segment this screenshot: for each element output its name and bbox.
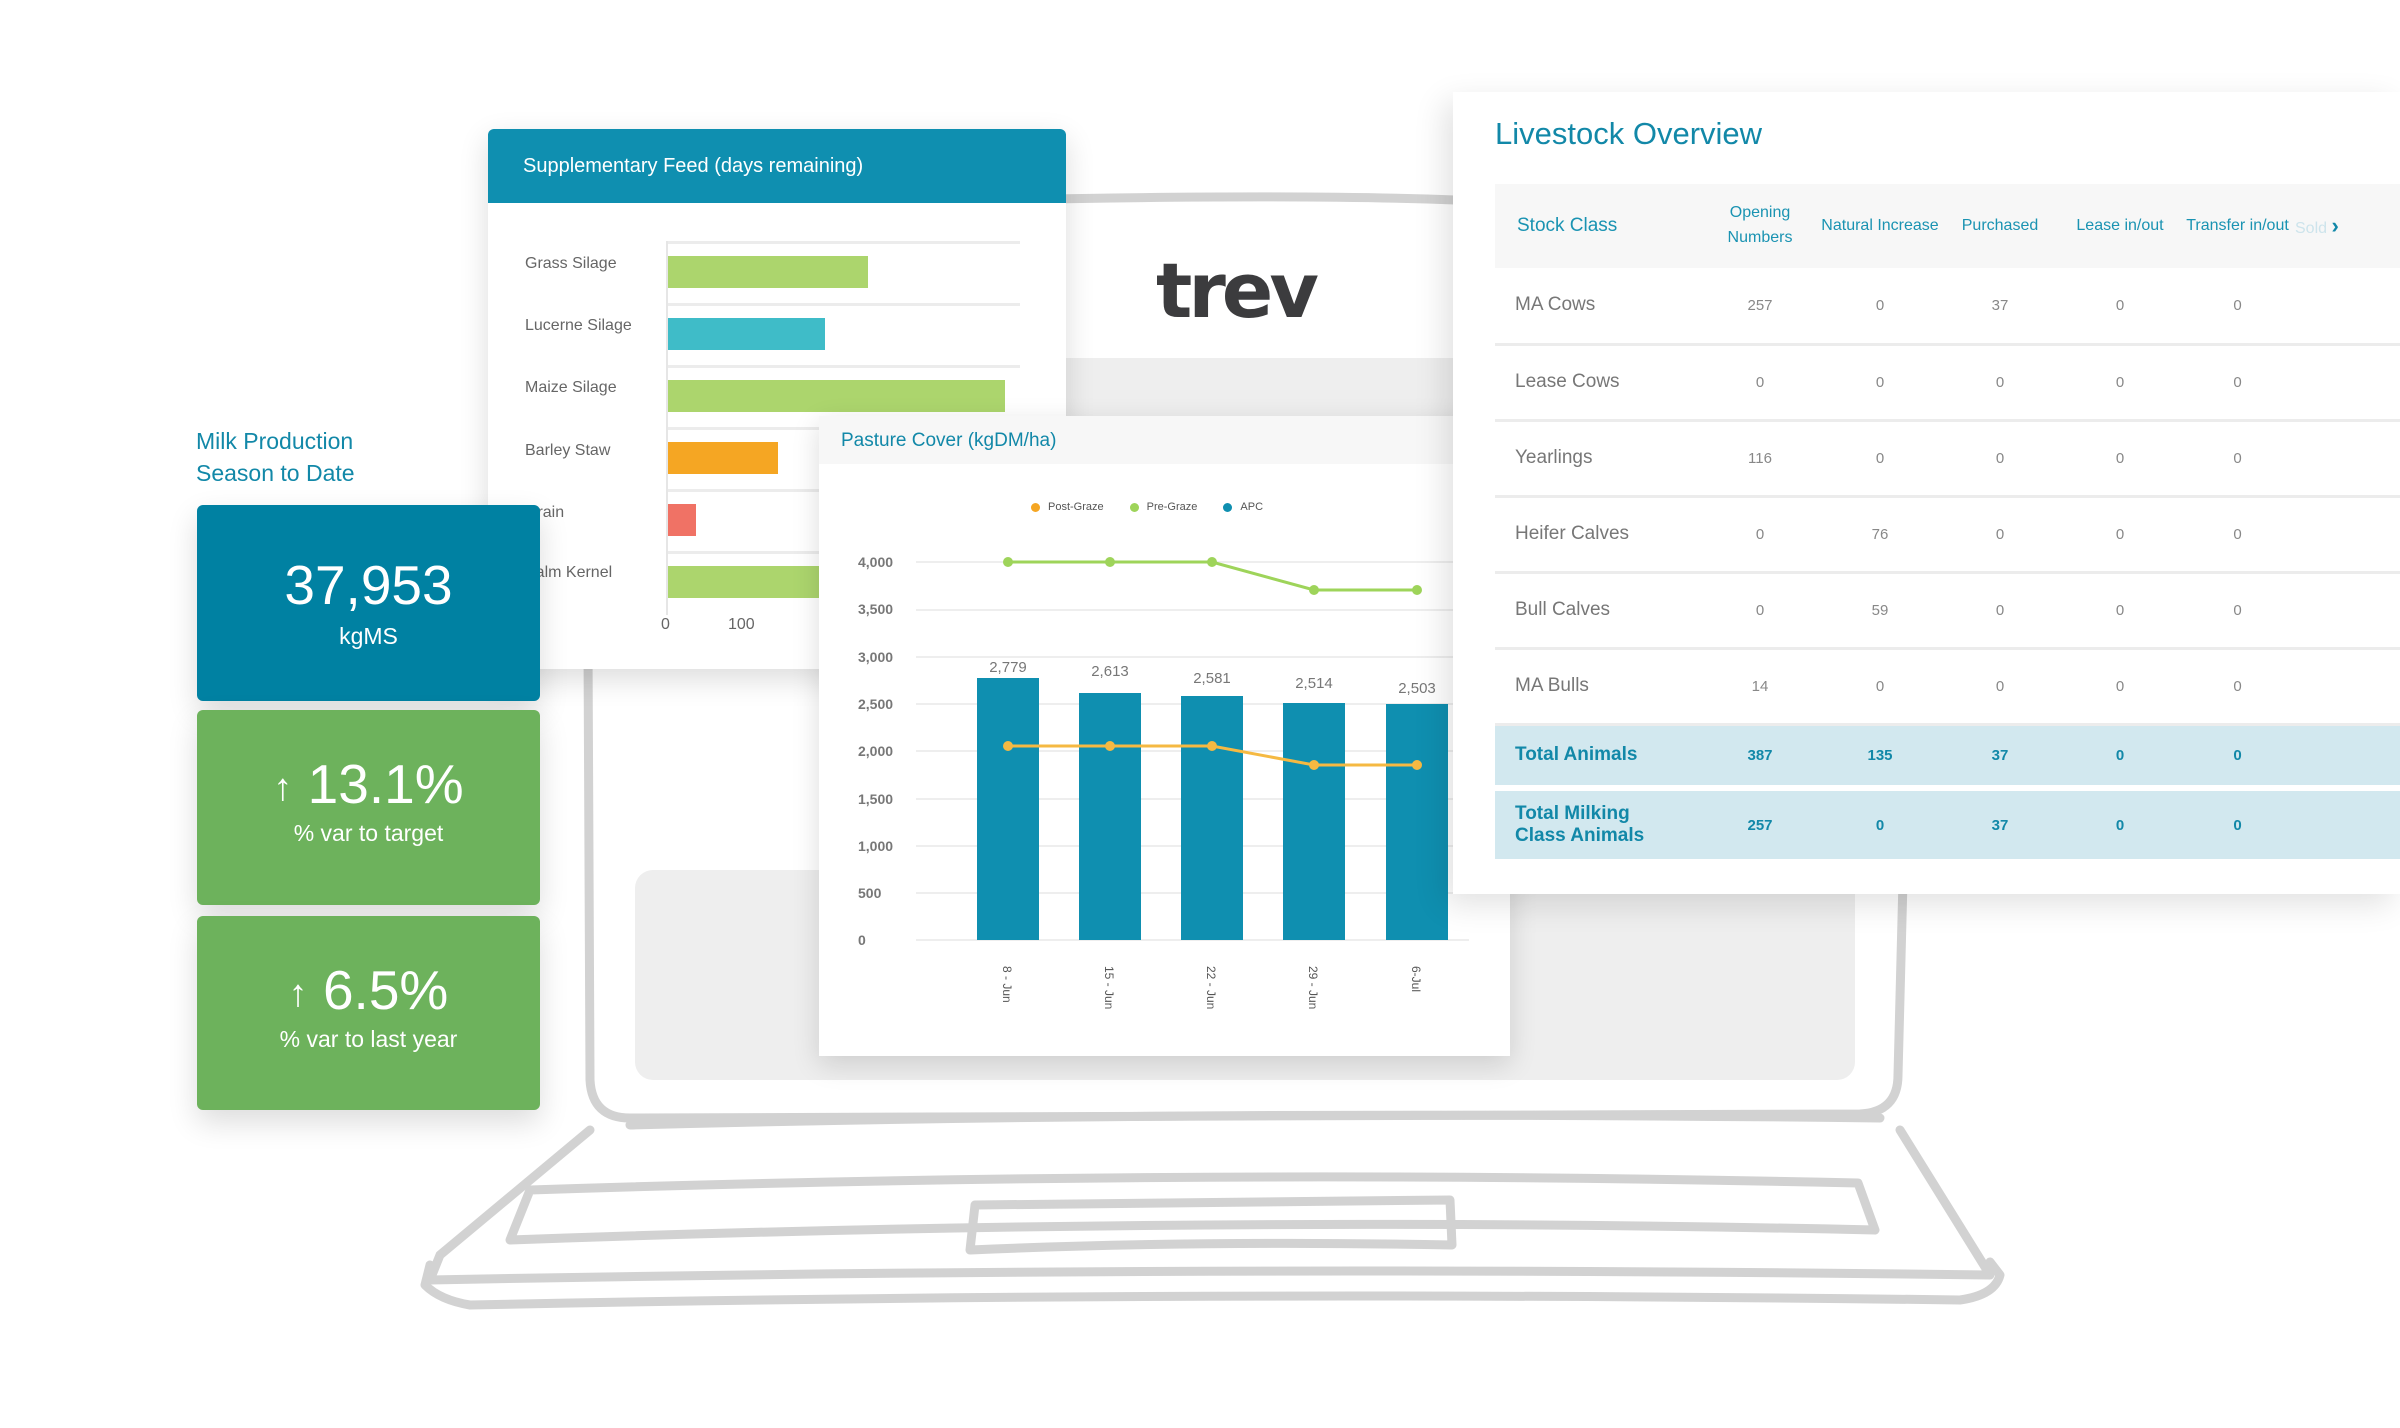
feed-bar[interactable] bbox=[668, 318, 825, 350]
apc-bar bbox=[977, 678, 1039, 940]
svg-text:3,500: 3,500 bbox=[858, 601, 893, 617]
svg-text:2,503: 2,503 bbox=[1398, 680, 1436, 697]
arrow-up-icon: ↑ bbox=[273, 766, 293, 809]
livestock-overview-card: Livestock Overview Stock Class Opening N… bbox=[1453, 92, 2400, 894]
col-opening-numbers[interactable]: Opening Numbers bbox=[1700, 184, 1820, 268]
screen-background bbox=[1066, 358, 1454, 416]
milk-total-card: 37,953 kgMS bbox=[197, 505, 540, 701]
feed-bar[interactable] bbox=[668, 504, 696, 536]
pasture-cover-title: Pasture Cover (kgDM/ha) bbox=[819, 416, 1510, 464]
livestock-title: Livestock Overview bbox=[1495, 116, 1763, 151]
total-row: Total Milking Class Animals 257 0 37 0 0 bbox=[1495, 788, 2400, 865]
svg-text:4,000: 4,000 bbox=[858, 554, 893, 570]
table-row: Heifer Calves 0 76 0 0 0 bbox=[1495, 496, 2400, 574]
svg-text:1,500: 1,500 bbox=[858, 791, 893, 807]
apc-bar bbox=[1181, 696, 1243, 940]
col-natural-increase[interactable]: Natural Increase bbox=[1820, 184, 1940, 268]
var-last-year-value: 6.5% bbox=[322, 959, 449, 1021]
svg-text:0: 0 bbox=[858, 932, 866, 948]
col-stock-class[interactable]: Stock Class bbox=[1495, 184, 1700, 268]
feed-bar[interactable] bbox=[668, 256, 868, 288]
arrow-up-icon: ↑ bbox=[288, 972, 308, 1015]
svg-text:2,500: 2,500 bbox=[858, 696, 893, 712]
pasture-cover-card: Pasture Cover (kgDM/ha) Post-Graze Pre-G… bbox=[819, 416, 1510, 1056]
feed-label: Grain bbox=[525, 504, 565, 521]
svg-text:6-Jul: 6-Jul bbox=[1409, 966, 1423, 992]
svg-text:15 - Jun: 15 - Jun bbox=[1102, 966, 1116, 1009]
apc-bar bbox=[1079, 693, 1141, 940]
milk-total-unit: kgMS bbox=[339, 623, 398, 649]
table-row: Lease Cows 0 0 0 0 0 bbox=[1495, 344, 2400, 422]
col-purchased[interactable]: Purchased bbox=[1940, 184, 2060, 268]
svg-text:3,000: 3,000 bbox=[858, 649, 893, 665]
feed-label: Barley Staw bbox=[525, 442, 611, 459]
pasture-chart: 4,000 3,500 3,000 2,500 2,000 1,500 1,00… bbox=[858, 554, 1469, 1009]
milk-total-value: 37,953 bbox=[284, 554, 453, 616]
feed-label: Grass Silage bbox=[525, 255, 617, 272]
feed-label: Lucerne Silage bbox=[525, 317, 632, 334]
total-row: Total Animals 387 135 37 0 0 bbox=[1495, 724, 2400, 791]
var-target-value: 13.1% bbox=[307, 753, 464, 815]
svg-text:2,613: 2,613 bbox=[1091, 663, 1129, 680]
milk-production-title: Milk Production Season to Date bbox=[196, 428, 355, 486]
svg-text:2,000: 2,000 bbox=[858, 743, 893, 759]
chevron-right-icon[interactable]: › bbox=[2331, 212, 2339, 238]
svg-text:2,514: 2,514 bbox=[1295, 675, 1333, 692]
feed-bar[interactable] bbox=[668, 442, 778, 474]
chart-legend: Post-Graze Pre-Graze APC bbox=[1031, 501, 1263, 513]
feed-label: Maize Silage bbox=[525, 379, 617, 396]
svg-text:1,000: 1,000 bbox=[858, 838, 893, 854]
svg-text:2,779: 2,779 bbox=[989, 659, 1027, 676]
var-last-year-card: ↑ 6.5% % var to last year bbox=[197, 916, 540, 1110]
col-sold[interactable]: Sold › bbox=[2295, 184, 2400, 268]
col-transfer[interactable]: Transfer in/out bbox=[2180, 184, 2295, 268]
svg-text:500: 500 bbox=[858, 885, 882, 901]
col-lease[interactable]: Lease in/out bbox=[2060, 184, 2180, 268]
svg-text:8 - Jun: 8 - Jun bbox=[1000, 966, 1014, 1003]
trev-logo: trev bbox=[1156, 246, 1319, 335]
x-tick: 0 bbox=[661, 616, 670, 633]
feed-label: Palm Kernel bbox=[525, 564, 613, 581]
var-target-card: ↑ 13.1% % var to target bbox=[197, 710, 540, 905]
var-last-year-label: % var to last year bbox=[279, 1026, 458, 1052]
feed-bar[interactable] bbox=[668, 380, 1005, 412]
table-row: Yearlings 116 0 0 0 0 bbox=[1495, 420, 2400, 498]
svg-text:22 - Jun: 22 - Jun bbox=[1204, 966, 1218, 1009]
table-row: MA Cows 257 0 37 0 0 bbox=[1495, 268, 2400, 346]
trev-brand-panel: trev bbox=[1066, 208, 1454, 358]
var-target-label: % var to target bbox=[293, 820, 444, 846]
supplementary-feed-title: Supplementary Feed (days remaining) bbox=[488, 129, 1066, 203]
legend-item-apc[interactable]: APC bbox=[1223, 501, 1263, 513]
legend-item-post-graze[interactable]: Post-Graze bbox=[1031, 501, 1104, 513]
svg-text:29 - Jun: 29 - Jun bbox=[1306, 966, 1320, 1009]
svg-text:2,581: 2,581 bbox=[1193, 670, 1231, 687]
x-tick: 100 bbox=[728, 616, 755, 633]
legend-item-pre-graze[interactable]: Pre-Graze bbox=[1129, 501, 1197, 513]
table-row: MA Bulls 14 0 0 0 0 bbox=[1495, 648, 2400, 726]
apc-bar bbox=[1386, 704, 1448, 940]
table-row: Bull Calves 0 59 0 0 0 bbox=[1495, 572, 2400, 650]
apc-bar bbox=[1283, 703, 1345, 940]
livestock-table: Stock Class Opening Numbers Natural Incr… bbox=[1495, 184, 2400, 865]
